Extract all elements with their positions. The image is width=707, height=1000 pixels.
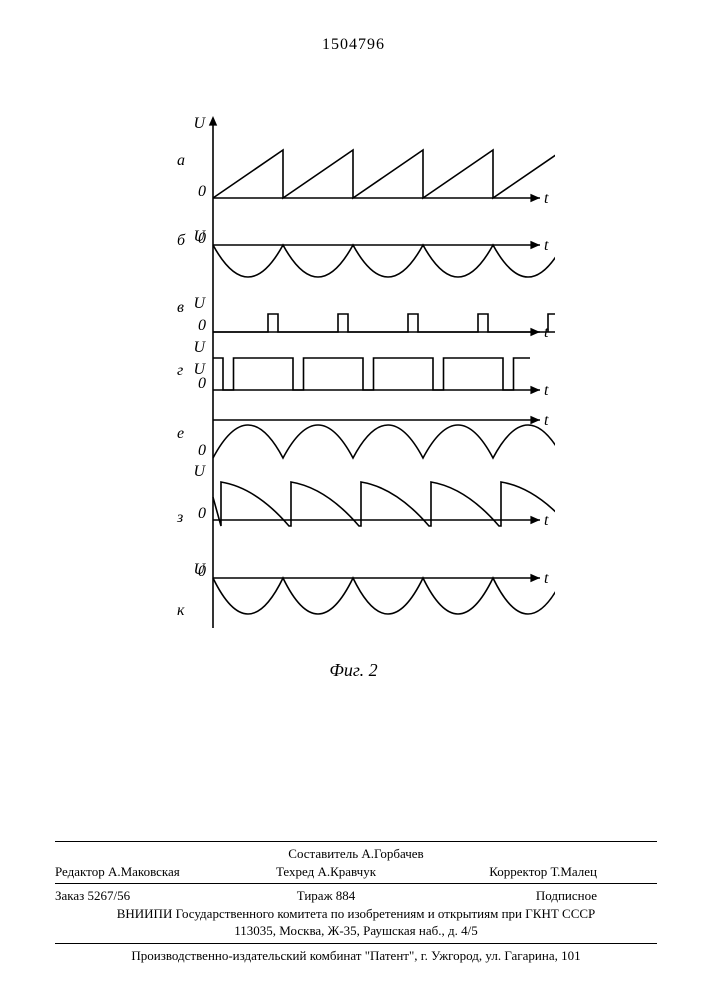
svg-text:U: U bbox=[193, 339, 206, 356]
svg-text:г: г bbox=[177, 362, 183, 379]
svg-text:U: U bbox=[193, 463, 206, 480]
svg-text:U: U bbox=[193, 295, 206, 312]
svg-text:U: U bbox=[193, 228, 206, 245]
svg-text:0: 0 bbox=[198, 442, 206, 459]
svg-text:б: б bbox=[177, 232, 186, 249]
svg-text:t: t bbox=[544, 570, 549, 587]
svg-text:t: t bbox=[544, 412, 549, 429]
corrector: Корректор Т.Малец bbox=[416, 863, 657, 881]
svg-text:0: 0 bbox=[198, 183, 206, 200]
svg-text:к: к bbox=[177, 602, 185, 619]
svg-text:а: а bbox=[177, 152, 185, 169]
svg-text:t: t bbox=[544, 382, 549, 399]
order: Заказ 5267/56 bbox=[55, 887, 236, 905]
svg-text:U: U bbox=[193, 561, 206, 578]
printer-line: Производственно-издательский комбинат "П… bbox=[55, 947, 657, 965]
svg-text:е: е bbox=[177, 425, 184, 442]
svg-text:U: U bbox=[193, 361, 206, 378]
svg-text:t: t bbox=[544, 512, 549, 529]
svg-text:t: t bbox=[544, 237, 549, 254]
svg-text:в: в bbox=[177, 299, 184, 316]
footer-block: Составитель А.Горбачев Редактор А.Маковс… bbox=[55, 838, 657, 964]
tirage: Тираж 884 bbox=[236, 887, 417, 905]
podpisnoe: Подписное bbox=[416, 887, 657, 905]
org-line2: 113035, Москва, Ж-35, Раушская наб., д. … bbox=[55, 922, 657, 940]
svg-text:U: U bbox=[193, 115, 206, 132]
svg-text:з: з bbox=[176, 509, 183, 526]
editor: Редактор А.Маковская bbox=[55, 863, 236, 881]
compiler-line: Составитель А.Горбачев bbox=[55, 845, 657, 863]
techred: Техред А.Кравчук bbox=[236, 863, 417, 881]
org-line1: ВНИИПИ Государственного комитета по изоб… bbox=[55, 905, 657, 923]
svg-text:t: t bbox=[544, 190, 549, 207]
page-number: 1504796 bbox=[322, 36, 385, 54]
figure-caption: Фиг. 2 bbox=[329, 660, 377, 681]
timing-diagram-figure: Uа0tб0Utв0Utг0Utе0Utз0Utк0Ut bbox=[155, 110, 555, 650]
svg-text:0: 0 bbox=[198, 505, 206, 522]
svg-text:0: 0 bbox=[198, 317, 206, 334]
